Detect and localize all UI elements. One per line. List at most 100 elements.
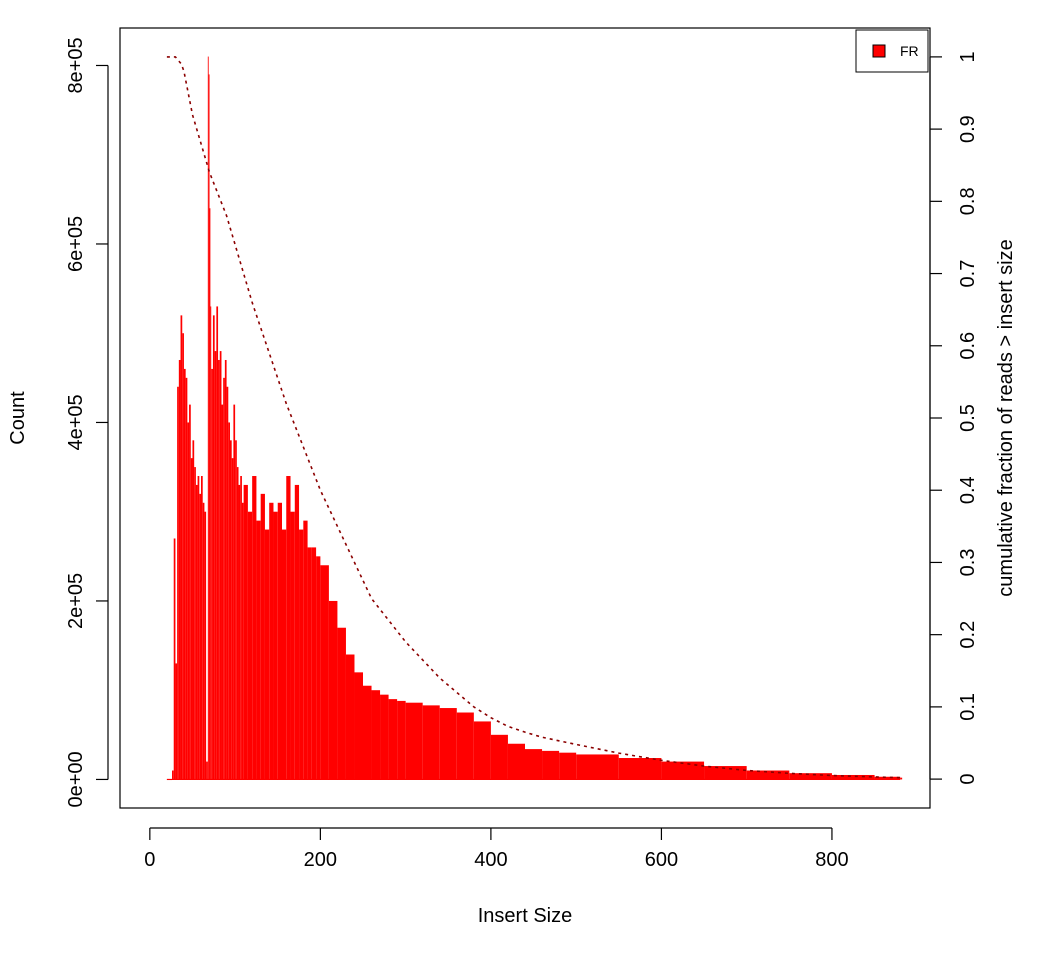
histogram-bars <box>166 56 903 781</box>
bar <box>269 502 274 780</box>
x-tick-label: 400 <box>474 849 507 871</box>
bar <box>337 627 346 780</box>
x-tick-label: 800 <box>815 849 848 871</box>
bar <box>185 377 188 780</box>
bar <box>223 377 225 780</box>
bar <box>397 700 406 780</box>
y2-tick-label: 0 <box>957 774 979 785</box>
bar <box>175 663 178 780</box>
x-tick-label: 600 <box>645 849 678 871</box>
bar <box>874 776 901 780</box>
y2-tick-label: 0.6 <box>957 332 979 360</box>
bar <box>354 672 363 780</box>
bar <box>704 766 747 780</box>
bar <box>273 511 278 780</box>
y2-tick-label: 0.3 <box>957 549 979 577</box>
bar <box>199 493 201 780</box>
bar <box>192 440 195 780</box>
x-tick-label: 0 <box>144 849 155 871</box>
y-tick-label: 2e+05 <box>65 573 87 629</box>
bar <box>183 368 186 780</box>
bar <box>195 484 198 780</box>
y-axis-left: 0e+00 2e+05 4e+05 6e+05 8e+05 <box>65 37 109 808</box>
bar <box>299 529 304 780</box>
bar <box>235 440 237 780</box>
bar <box>206 761 208 780</box>
bar <box>311 547 317 780</box>
bar <box>204 511 207 780</box>
bar <box>216 306 219 780</box>
bar <box>256 520 261 780</box>
bar <box>307 547 312 780</box>
bar <box>507 743 525 780</box>
x-axis: 0 200 400 600 800 <box>144 827 849 871</box>
bar <box>388 699 398 780</box>
bar <box>252 476 257 780</box>
bar <box>182 333 184 780</box>
bar <box>243 484 248 780</box>
bar <box>209 208 211 780</box>
y-axis-right: 0 0.1 0.2 0.3 0.4 0.5 0.6 0.7 0.8 0.9 1 <box>929 51 979 785</box>
bar <box>207 56 209 780</box>
bar <box>405 702 423 780</box>
bar <box>211 368 213 780</box>
bar <box>282 529 287 780</box>
legend-swatch-fr <box>872 44 886 58</box>
bar <box>214 351 217 780</box>
y-axis-title: Count <box>7 391 29 445</box>
bar <box>316 556 321 780</box>
bar <box>201 476 203 780</box>
bar <box>831 774 875 780</box>
y2-tick-label: 0.8 <box>957 187 979 215</box>
bar <box>294 484 300 780</box>
y-tick-label: 4e+05 <box>65 394 87 450</box>
bar <box>456 712 474 780</box>
bar <box>576 754 619 780</box>
bar <box>236 467 239 780</box>
bar <box>286 476 291 780</box>
bar <box>187 422 190 780</box>
y2-tick-label: 0.9 <box>957 115 979 143</box>
bar <box>180 315 183 780</box>
y-tick-label: 8e+05 <box>65 37 87 93</box>
bar <box>618 758 662 780</box>
bar <box>189 404 191 780</box>
bar <box>277 502 282 780</box>
bar <box>172 770 174 780</box>
bar <box>212 315 215 780</box>
y-tick-label: 6e+05 <box>65 216 87 272</box>
bar <box>173 538 176 780</box>
bar <box>231 458 234 780</box>
bar <box>542 750 560 780</box>
bar <box>473 721 491 780</box>
y2-tick-label: 0.5 <box>957 404 979 432</box>
bar <box>226 386 229 780</box>
bar <box>241 502 244 780</box>
bar <box>240 476 242 780</box>
bar <box>190 458 193 780</box>
legend-label-fr: FR <box>900 43 919 59</box>
bar <box>380 694 389 780</box>
bar <box>490 734 508 780</box>
legend: FR <box>855 29 929 73</box>
bar <box>177 386 179 780</box>
bar <box>197 476 200 780</box>
legend-box <box>855 29 929 73</box>
bar <box>202 502 205 780</box>
bar <box>290 511 295 780</box>
y2-tick-label: 0.2 <box>957 621 979 649</box>
bar <box>328 600 338 780</box>
bar <box>178 359 181 780</box>
bar <box>525 749 543 780</box>
bar <box>303 520 308 780</box>
bar <box>371 690 381 780</box>
bar <box>422 705 440 780</box>
x-tick-label: 200 <box>304 849 337 871</box>
y2-tick-label: 0.1 <box>957 693 979 721</box>
cumulative-line <box>166 56 901 779</box>
bar <box>208 74 210 780</box>
bar <box>439 708 457 780</box>
x-axis-title: Insert Size <box>478 905 572 927</box>
y2-axis-title: cumulative fraction of reads > insert si… <box>995 239 1017 596</box>
